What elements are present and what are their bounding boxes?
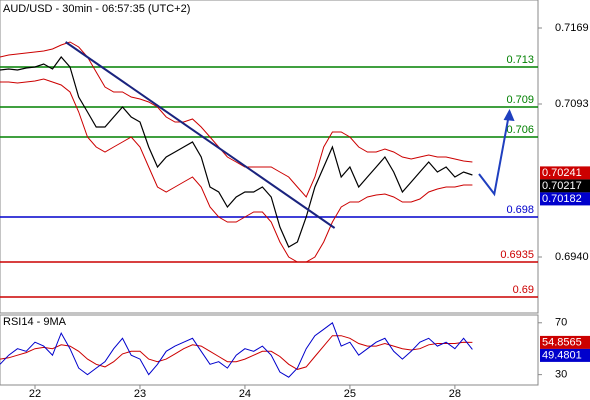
forecast-arrow (478, 110, 511, 197)
y-tick-label: 0.6940 (555, 251, 589, 263)
lower-band (0, 78, 473, 263)
price-tag-label: 0.70241 (542, 167, 582, 179)
level-label: 0.698 (506, 204, 534, 216)
rsi-line (0, 322, 473, 378)
level-label: 0.713 (506, 54, 534, 66)
x-tick-label: 28 (449, 388, 461, 400)
level-label: 0.706 (506, 124, 534, 136)
y-tick-label: 0.7169 (555, 22, 589, 34)
level-label: 0.69 (513, 284, 534, 296)
upper-band (0, 41, 473, 198)
y-tick-label: 0.7093 (555, 98, 589, 110)
rsi-ma-line (0, 335, 473, 370)
price-tag-box (540, 335, 590, 349)
level-label: 0.6935 (500, 249, 534, 261)
arrow-head (503, 109, 515, 121)
price-line (0, 56, 473, 248)
price-tag-label: 0.70182 (542, 193, 582, 205)
x-tick-label: 22 (29, 388, 41, 400)
x-tick-label: 24 (239, 388, 251, 400)
trendline (65, 41, 336, 229)
x-tick-label: 25 (344, 388, 356, 400)
price-tag-label: 49.4801 (542, 349, 582, 361)
rsi-frame (0, 314, 539, 386)
x-tick-label: 23 (134, 388, 146, 400)
price-tag-box (540, 166, 590, 180)
rsi-title: RSI14 - 9MA (3, 316, 67, 328)
price-tag-label: 54.8565 (542, 336, 582, 348)
price-tag-box (540, 192, 590, 206)
level-label: 0.709 (506, 94, 534, 106)
y-tick-label: 30 (555, 369, 567, 381)
price-tag-box (540, 348, 590, 362)
price-tag-box (540, 179, 590, 193)
price-tag-label: 0.70217 (542, 180, 582, 192)
main-frame (0, 0, 539, 314)
chart-title: AUD/USD - 30min - 06:57:35 (UTC+2) (3, 3, 190, 15)
y-tick-label: 70 (555, 317, 567, 329)
